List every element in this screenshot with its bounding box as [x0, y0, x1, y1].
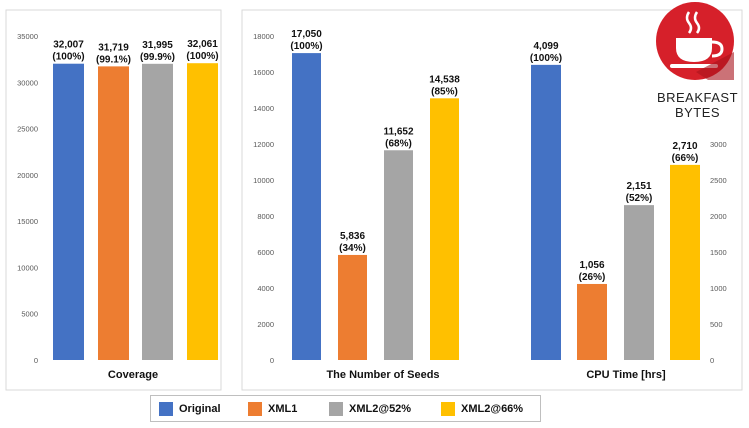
- bar-0: [292, 53, 321, 360]
- legend-item-original: Original: [159, 401, 221, 417]
- chart-1: 0 2000 4000 6000 8000 10000 12000 14000 16000 180…: [253, 29, 460, 381]
- coffee-cup-icon: [656, 2, 734, 80]
- data-label-value: 11,652: [383, 126, 413, 137]
- data-label-pct: (85%): [431, 86, 458, 97]
- y-tick-label: 4000: [257, 284, 274, 293]
- y-tick-label: 10000: [17, 263, 38, 272]
- data-label-pct: (66%): [672, 153, 699, 164]
- bar-2: [624, 205, 654, 360]
- legend-label-xml2-52: XML2@52%: [349, 403, 412, 415]
- legend-label-original: Original: [179, 403, 221, 415]
- x-axis-label: Coverage: [108, 369, 158, 381]
- data-label-value: 32,007: [53, 40, 84, 51]
- y-tick-label: 35000: [17, 32, 38, 41]
- data-label-pct: (68%): [385, 138, 412, 149]
- data-label-value: 5,836: [340, 231, 365, 242]
- data-label-value: 2,710: [672, 141, 697, 152]
- y-tick-label: 5000: [21, 310, 38, 319]
- data-label-pct: (34%): [339, 243, 366, 254]
- y-tick-label: 8000: [257, 212, 274, 221]
- y-tick-label: 20000: [17, 171, 38, 180]
- data-label-value: 4,099: [533, 41, 558, 52]
- data-label-pct: (100%): [290, 41, 322, 52]
- data-label-value: 14,538: [429, 74, 460, 85]
- legend-swatch-original: [159, 402, 173, 416]
- y-tick-label: 0: [34, 356, 38, 365]
- data-label-value: 17,050: [291, 29, 322, 40]
- x-axis-label: The Number of Seeds: [326, 369, 439, 381]
- y-tick-label: 25000: [17, 125, 38, 134]
- y-tick-label: 2000: [710, 212, 727, 221]
- data-label-pct: (100%): [52, 52, 84, 63]
- y-tick-label: 15000: [17, 217, 38, 226]
- data-label-pct: (99.1%): [96, 54, 131, 65]
- y-tick-label: 0: [710, 356, 714, 365]
- legend-item-xml2-52: XML2@52%: [329, 401, 411, 417]
- logo-text: BREAKFAST BYTES: [656, 90, 739, 120]
- data-label-pct: (100%): [186, 51, 218, 62]
- data-label-value: 31,995: [142, 40, 173, 51]
- legend-swatch-xml1: [248, 402, 262, 416]
- bar-3: [187, 63, 218, 361]
- bar-2: [142, 63, 173, 360]
- y-tick-label: 14000: [253, 104, 274, 113]
- legend-swatch-xml2-52: [329, 402, 343, 416]
- legend-label-xml2-66: XML2@66%: [461, 403, 524, 415]
- y-tick-label: 16000: [253, 68, 274, 77]
- bar-0: [531, 64, 561, 360]
- data-label-value: 2,151: [626, 181, 651, 192]
- y-tick-label: 3000: [710, 140, 727, 149]
- bar-3: [670, 164, 700, 360]
- data-label-pct: (99.9%): [140, 52, 175, 63]
- y-tick-label: 1000: [710, 284, 727, 293]
- legend-item-xml1: XML1: [248, 401, 297, 417]
- data-label-pct: (26%): [579, 272, 606, 283]
- x-axis-label: CPU Time [hrs]: [586, 369, 666, 381]
- legend: Original XML1 XML2@52% XML2@66%: [150, 395, 541, 422]
- seeds-cpu-panel-border: [241, 9, 743, 391]
- bar-1: [338, 254, 367, 360]
- y-tick-label: 0: [270, 356, 274, 365]
- y-tick-label: 2500: [710, 176, 727, 185]
- chart-0: 0 5000 10000 15000 20000 25000 30000 35000 32,00…: [17, 32, 218, 381]
- coverage-panel-border: [5, 9, 222, 391]
- bar-3: [430, 98, 459, 360]
- y-tick-label: 500: [710, 320, 723, 329]
- data-label-pct: (52%): [626, 193, 653, 204]
- y-tick-label: 2000: [257, 320, 274, 329]
- y-tick-label: 30000: [17, 78, 38, 87]
- bar-1: [98, 66, 129, 361]
- data-label-value: 31,719: [98, 42, 129, 53]
- breakfast-bytes-logo: BREAKFAST BYTES: [646, 2, 749, 120]
- y-tick-label: 1500: [710, 248, 727, 257]
- data-label-value: 1,056: [579, 260, 604, 271]
- bar-0: [53, 63, 84, 360]
- y-tick-label: 12000: [253, 140, 274, 149]
- y-tick-label: 6000: [257, 248, 274, 257]
- legend-label-xml1: XML1: [268, 403, 298, 415]
- data-label-value: 32,061: [187, 39, 218, 50]
- legend-swatch-xml2-66: [441, 402, 455, 416]
- y-tick-label: 18000: [253, 32, 274, 41]
- data-label-pct: (100%): [530, 53, 562, 64]
- y-tick-label: 10000: [253, 176, 274, 185]
- bar-1: [577, 283, 607, 360]
- bar-2: [384, 150, 413, 360]
- legend-item-xml2-66: XML2@66%: [441, 401, 523, 417]
- chart-2: 0 500 1000 1500 2000 2500 3000 4,099(100%) 1,056…: [530, 41, 727, 381]
